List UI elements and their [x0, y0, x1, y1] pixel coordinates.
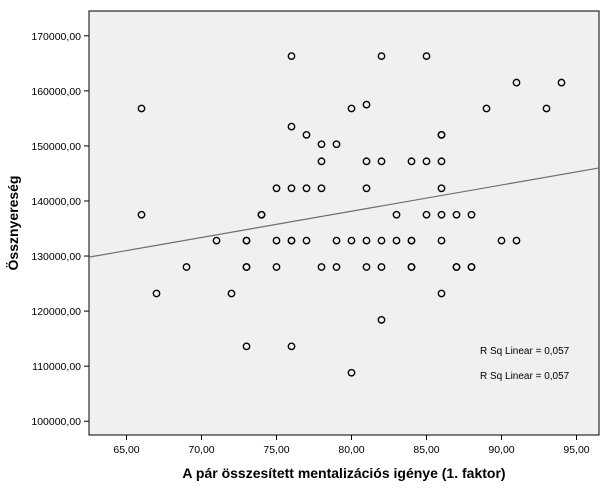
data-point: [272, 184, 281, 193]
x-tick-label: 75,00: [263, 444, 289, 456]
data-point: [377, 52, 386, 61]
data-point: [512, 78, 521, 87]
data-point: [317, 263, 326, 271]
data-point: [242, 263, 251, 271]
data-point: [302, 236, 311, 245]
data-point: [557, 78, 566, 87]
data-point: [272, 236, 281, 245]
y-tick-label: 160000,00: [31, 86, 81, 98]
data-point: [467, 210, 476, 219]
linear-fit-line: [88, 167, 600, 258]
data-point: [257, 210, 266, 219]
data-point: [287, 184, 296, 193]
y-tick-label: 140000,00: [31, 196, 81, 208]
data-point: [317, 184, 326, 193]
data-point: [137, 104, 146, 113]
data-point: [377, 263, 386, 271]
data-point: [242, 342, 251, 351]
y-tick-label: 120000,00: [31, 306, 81, 318]
y-tick-label: 100000,00: [31, 416, 81, 428]
data-point: [302, 130, 311, 139]
y-tick-label: 130000,00: [31, 251, 81, 263]
data-point: [407, 236, 416, 245]
data-point: [287, 342, 296, 351]
data-point: [452, 210, 461, 219]
data-point: [362, 100, 371, 109]
data-point: [482, 104, 491, 113]
data-point: [212, 236, 221, 245]
data-point: [437, 210, 446, 219]
y-tick-label: 150000,00: [31, 141, 81, 153]
data-point: [437, 130, 446, 139]
x-tick-label: 70,00: [188, 444, 214, 456]
data-point: [347, 104, 356, 113]
data-point: [347, 236, 356, 245]
y-axis: 100000,00 110000,00 120000,00 130000,00 1400…: [31, 31, 89, 428]
data-point: [152, 289, 161, 298]
data-point: [332, 140, 341, 149]
data-point: [497, 236, 506, 245]
data-point: [362, 236, 371, 245]
annotations: R Sq Linear = 0,057 R Sq Linear = 0,057: [480, 346, 570, 382]
data-point: [407, 157, 416, 166]
x-tick-label: 65,00: [113, 444, 139, 456]
r-squared-annotation: R Sq Linear = 0,057: [480, 346, 570, 357]
r-squared-annotation: R Sq Linear = 0,057: [480, 371, 570, 382]
data-point: [242, 236, 251, 245]
x-tick-label: 90,00: [488, 444, 514, 456]
y-tick-label: 110000,00: [32, 361, 81, 373]
data-point: [182, 263, 191, 271]
data-point: [452, 263, 461, 271]
data-point: [362, 263, 371, 271]
data-point: [422, 52, 431, 61]
data-point: [287, 236, 296, 245]
data-point: [272, 263, 281, 271]
data-point: [377, 157, 386, 166]
data-point: [467, 263, 476, 271]
data-point: [377, 316, 386, 324]
y-axis-title: Össznyereség: [5, 176, 21, 271]
data-point: [422, 157, 431, 166]
data-point: [347, 368, 356, 377]
data-point: [332, 263, 341, 271]
data-point: [437, 289, 446, 298]
data-point: [377, 236, 386, 245]
data-point: [332, 236, 341, 245]
data-point: [407, 263, 416, 271]
data-point: [227, 289, 236, 298]
data-point: [437, 236, 446, 245]
data-point: [512, 236, 521, 245]
y-tick-label: 170000,00: [31, 31, 81, 43]
data-point: [362, 184, 371, 193]
x-tick-label: 80,00: [338, 444, 364, 456]
data-point: [287, 122, 296, 131]
data-point: [137, 210, 146, 219]
x-axis-title: A pár összesített mentalizációs igénye (…: [182, 465, 505, 481]
data-points: [137, 52, 566, 377]
data-point: [392, 210, 401, 219]
data-point: [437, 184, 446, 193]
data-point: [317, 140, 326, 149]
data-point: [437, 157, 446, 166]
data-point: [362, 157, 371, 166]
data-point: [287, 52, 296, 61]
data-point: [422, 210, 431, 219]
data-point: [392, 236, 401, 245]
data-point: [302, 184, 311, 193]
data-point: [317, 157, 326, 166]
data-point: [542, 104, 551, 113]
x-tick-label: 85,00: [413, 444, 439, 456]
x-tick-label: 95,00: [563, 444, 589, 456]
x-axis: 65,00 70,00 75,00 80,00 85,00 90,00 95,00: [113, 435, 590, 456]
